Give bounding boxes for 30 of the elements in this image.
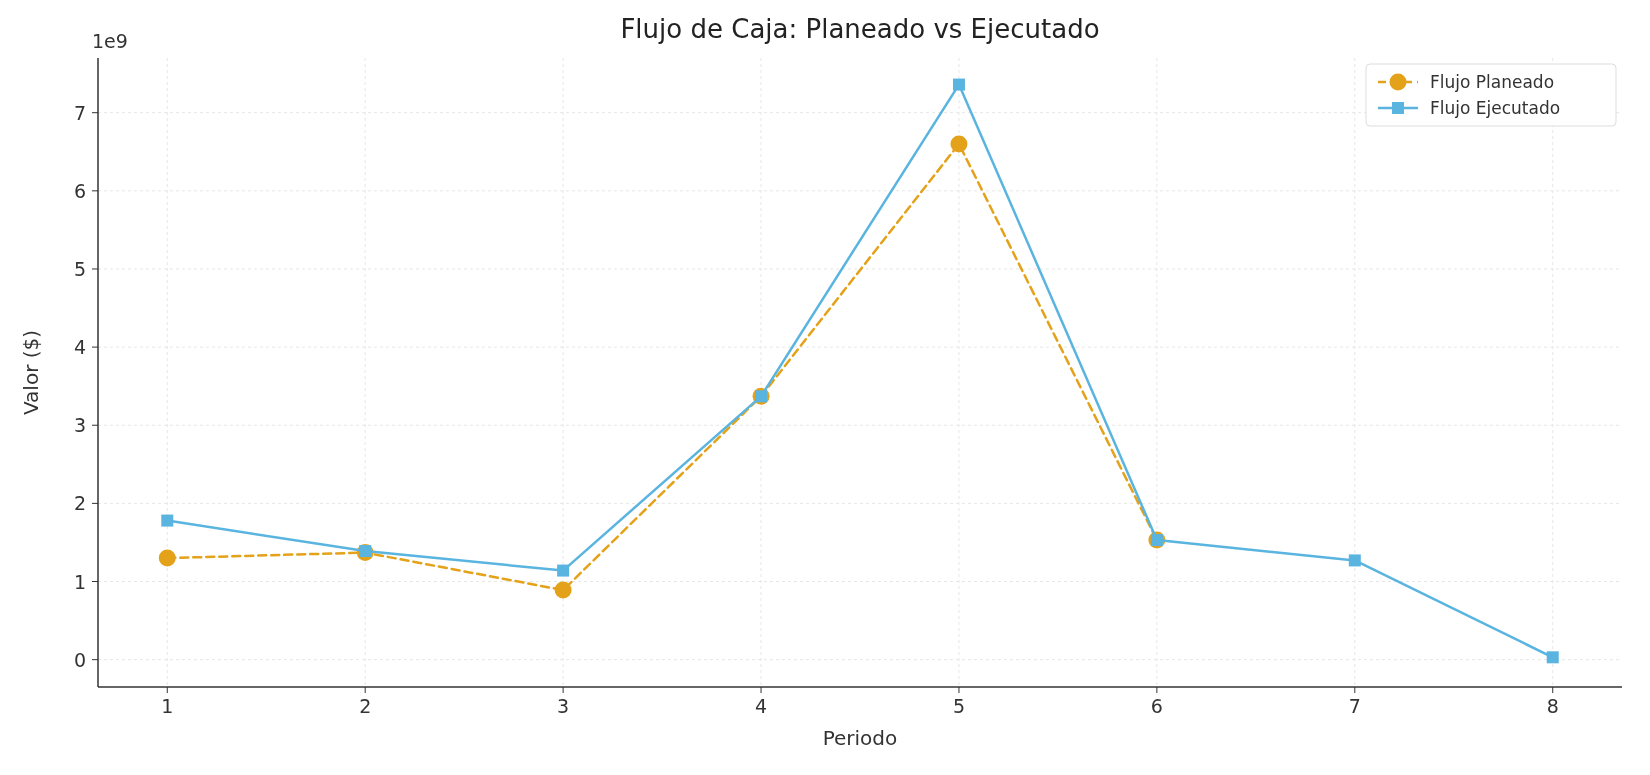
x-tick-label: 2 bbox=[359, 695, 372, 717]
legend-label: Flujo Ejecutado bbox=[1430, 98, 1561, 118]
x-axis-title: Periodo bbox=[822, 726, 898, 750]
point bbox=[952, 78, 965, 91]
point bbox=[1546, 651, 1559, 664]
y-tick-label: 4 bbox=[73, 336, 86, 359]
y-tick-label: 7 bbox=[73, 101, 86, 124]
x-tick-label: 4 bbox=[754, 695, 768, 717]
chart-title: Flujo de Caja: Planeado vs Ejecutado bbox=[620, 14, 1100, 44]
x-tick-label: 7 bbox=[1348, 695, 1361, 717]
point bbox=[161, 514, 174, 527]
x-tick-label: 6 bbox=[1150, 695, 1163, 717]
y-tick-label: 3 bbox=[73, 414, 86, 437]
point bbox=[554, 581, 572, 599]
point bbox=[158, 549, 176, 567]
legend-label: Flujo Planeado bbox=[1430, 72, 1555, 92]
x-tick-label: 1 bbox=[161, 695, 174, 717]
y-tick-label: 0 bbox=[73, 648, 86, 671]
y-tick-label: 6 bbox=[73, 179, 86, 202]
y-axis-title: Valor ($) bbox=[19, 329, 43, 416]
y-tick-label: 5 bbox=[73, 257, 86, 280]
y-tick-label: 1 bbox=[73, 570, 86, 593]
y-tick-label: 2 bbox=[73, 492, 86, 515]
x-tick-label: 3 bbox=[557, 695, 570, 717]
point bbox=[557, 564, 570, 577]
text: 1e9 bbox=[92, 30, 128, 52]
x-tick-label: 8 bbox=[1546, 695, 1559, 717]
point bbox=[950, 135, 968, 153]
point bbox=[1348, 554, 1361, 567]
x-tick-label: 5 bbox=[952, 695, 966, 717]
